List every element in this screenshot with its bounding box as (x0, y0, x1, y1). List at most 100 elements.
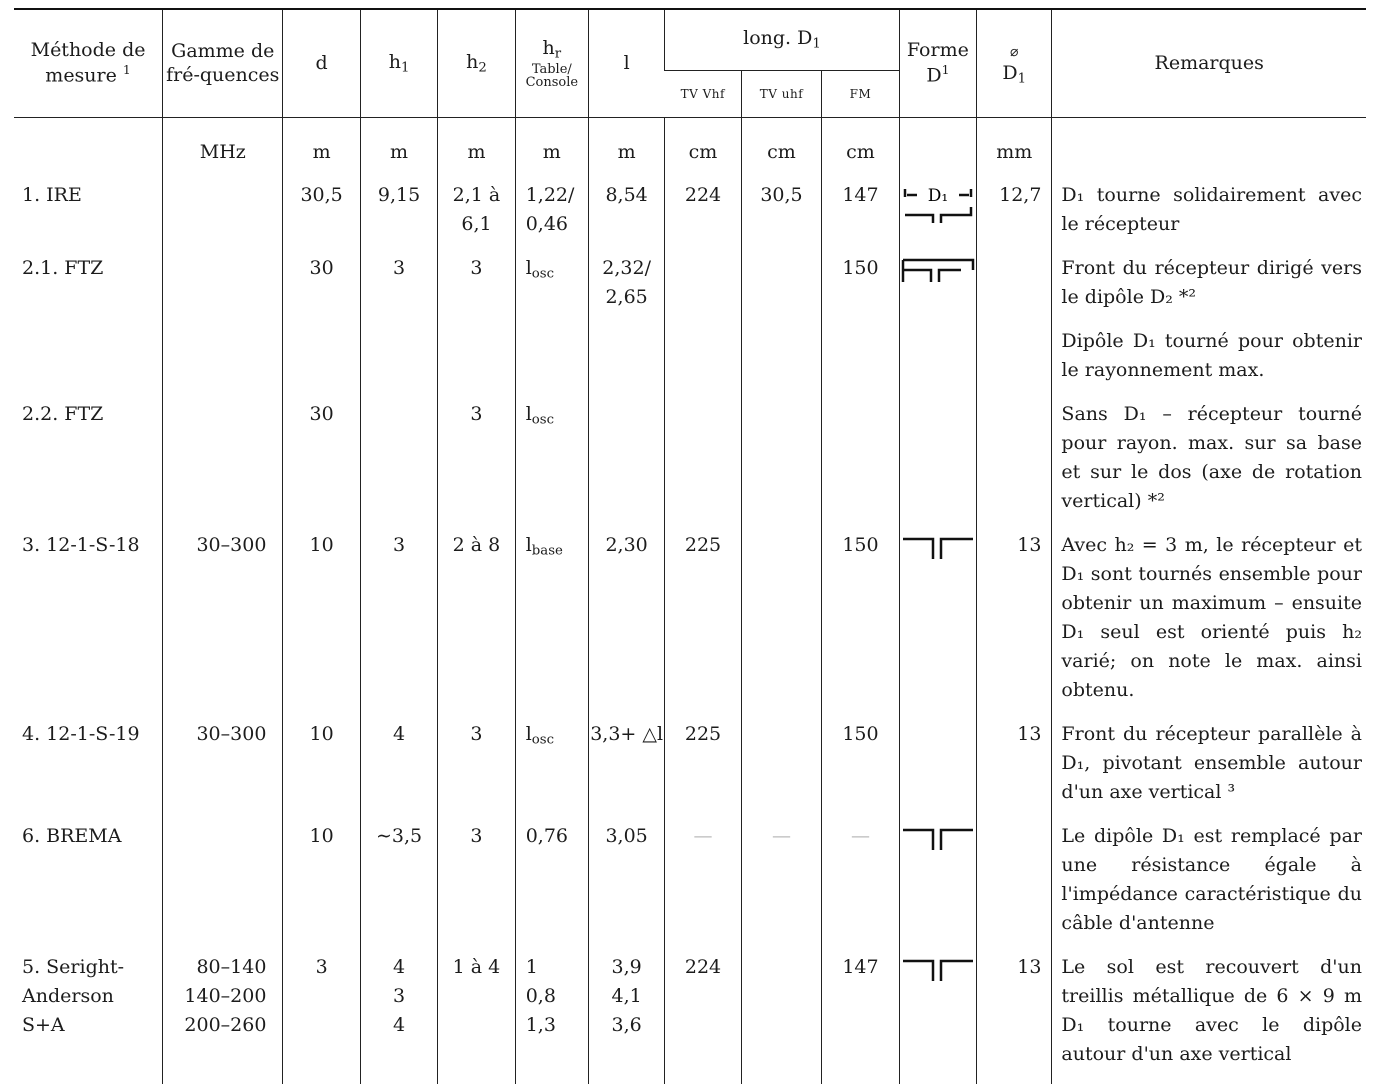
cell-h2: 2,1 à 6,1 (437, 181, 516, 254)
table-row: 2.1. FTZ 30 3 3 losc 2,32/ 2,65 150 Front du ré… (14, 254, 1366, 327)
header-h1: h1 (359, 9, 438, 118)
cell-remarques-value: Avec h₂ = 3 m, le récepteur et D₁ sont t… (1061, 534, 1362, 701)
cell-tv-vhf-value: 225 (684, 723, 722, 745)
cell-fm: 147 (821, 181, 900, 254)
cell-diametre-value: 12,7 (999, 184, 1042, 206)
header-gamme: Gamme de fré-quences (162, 9, 283, 118)
cell-diametre (976, 327, 1052, 400)
cell-gamme-value: 80–140 140–200 200–260 (184, 956, 267, 1036)
cell-tv-vhf: — (664, 822, 742, 953)
cell-d: 3 (282, 953, 361, 1084)
cell-gamme: 30–300 (162, 720, 283, 822)
unit-h1: m (359, 132, 438, 181)
cell-gamme (162, 822, 283, 953)
cell-method-value: 5. Seright- Anderson S+A (22, 956, 125, 1036)
cell-l: 3,05 (587, 822, 665, 953)
cell-d-value: 30 (309, 403, 334, 425)
cell-gamme: 80–140 140–200 200–260 (162, 953, 283, 1084)
cell-d-value: 10 (309, 534, 334, 556)
header-hr: hr Table/ Console (514, 9, 589, 118)
header-h2: h2 (437, 9, 516, 118)
cell-diametre-value: 13 (1017, 534, 1042, 556)
cell-h1-value: 4 3 4 (393, 956, 406, 1036)
dipole-symbol (902, 828, 973, 850)
header-l: l (587, 9, 665, 118)
cell-tv-uhf-value: 30,5 (760, 184, 803, 206)
cell-tv-uhf (740, 531, 822, 720)
cell-h2 (437, 327, 516, 400)
table-row: 1. IRE 30,5 9,15 2,1 à 6,1 1,22/ 0,46 8,54 224… (14, 181, 1366, 254)
cell-h2: 3 (437, 254, 516, 327)
cell-forme (898, 720, 977, 822)
header-diametre: ⌀ D1 (976, 9, 1052, 118)
cell-hr: losc (514, 400, 589, 531)
dipole-box-symbol (901, 258, 975, 282)
cell-d: 10 (282, 720, 361, 822)
unit-hr: m (514, 132, 589, 181)
cell-tv-uhf (740, 720, 822, 822)
cell-tv-vhf: 225 (664, 720, 742, 822)
cell-hr: 1 0,8 1,3 (514, 953, 589, 1084)
unit-gamme: MHz (162, 132, 283, 181)
cell-gamme (162, 181, 283, 254)
cell-l: 3,3+ △l (587, 720, 665, 822)
cell-forme (898, 327, 977, 400)
cell-tv-vhf: 225 (664, 531, 742, 720)
cell-h2: 3 (437, 822, 516, 953)
table-row: 2.2. FTZ 30 3 losc Sans D₁ – récepteur tourn… (14, 400, 1366, 531)
cell-tv-uhf (740, 400, 822, 531)
cell-method (14, 327, 163, 400)
cell-d: 30 (282, 254, 361, 327)
cell-tv-uhf (740, 953, 822, 1084)
table-row: 5. Seright- Anderson S+A 80–140 140–200 2… (14, 953, 1366, 1084)
cell-tv-uhf-value: — (771, 825, 791, 847)
dipole-symbol: D₁ (903, 186, 973, 223)
cell-tv-vhf-value: — (693, 825, 713, 847)
cell-forme (898, 254, 977, 327)
cell-remarques: Le dipôle D₁ est remplacé par une résist… (1051, 822, 1366, 953)
cell-hr-subscript: osc (531, 732, 555, 748)
table-row: 4. 12-1-S-19 30–300 10 4 3 losc 3,3+ △l 225 150 1… (14, 720, 1366, 822)
cell-l-value: 3,05 (605, 825, 648, 847)
cell-tv-vhf (664, 400, 742, 531)
unit-d: m (282, 132, 361, 181)
cell-tv-uhf (740, 254, 822, 327)
unit-h2: m (437, 132, 516, 181)
cell-d: 30,5 (282, 181, 361, 254)
dipole-symbol (902, 959, 973, 981)
cell-fm: 150 (821, 254, 900, 327)
cell-fm (821, 400, 900, 531)
cell-h2-value: 2,1 à 6,1 (452, 184, 501, 235)
table-row: Dipôle D₁ tourné pour obtenir le rayonne… (14, 327, 1366, 400)
header-forme: Forme D1 (898, 9, 977, 118)
cell-h1 (359, 327, 438, 400)
cell-remarques-value: Dipôle D₁ tourné pour obtenir le rayonne… (1061, 330, 1362, 381)
cell-remarques-value: Le dipôle D₁ est remplacé par une résist… (1061, 825, 1362, 934)
unit-l: m (587, 132, 665, 181)
cell-remarques-value: Front du récepteur dirigé vers le dipôle… (1061, 257, 1362, 308)
cell-hr: losc (514, 254, 589, 327)
cell-l: 3,9 4,1 3,6 (587, 953, 665, 1084)
dipole-symbol (902, 537, 973, 559)
cell-gamme-value: 30–300 (196, 534, 267, 556)
header-long-d1: long. D1 (664, 9, 900, 71)
cell-hr: lbase (514, 531, 589, 720)
cell-l: 2,30 (587, 531, 665, 720)
cell-diametre: 13 (976, 953, 1052, 1084)
cell-method-value: 2.1. FTZ (22, 257, 104, 279)
cell-hr-value: l (525, 534, 532, 556)
cell-hr-value: 1,22/ 0,46 (525, 184, 575, 235)
cell-hr: losc (514, 720, 589, 822)
cell-h2: 3 (437, 720, 516, 822)
cell-tv-uhf: — (740, 822, 822, 953)
cell-d-value: 30 (309, 257, 334, 279)
cell-forme (898, 400, 977, 531)
header-tv-uhf: TV uhf (740, 70, 822, 118)
cell-remarques-value: D₁ tourne solidairement avec le récepteu… (1061, 184, 1362, 235)
cell-hr-subscript: osc (531, 266, 555, 282)
cell-tv-vhf: 224 (664, 181, 742, 254)
header-fm: FM (821, 70, 900, 118)
cell-h2: 2 à 8 (437, 531, 516, 720)
cell-h1: 3 (359, 254, 438, 327)
cell-d-value: 30,5 (300, 184, 343, 206)
